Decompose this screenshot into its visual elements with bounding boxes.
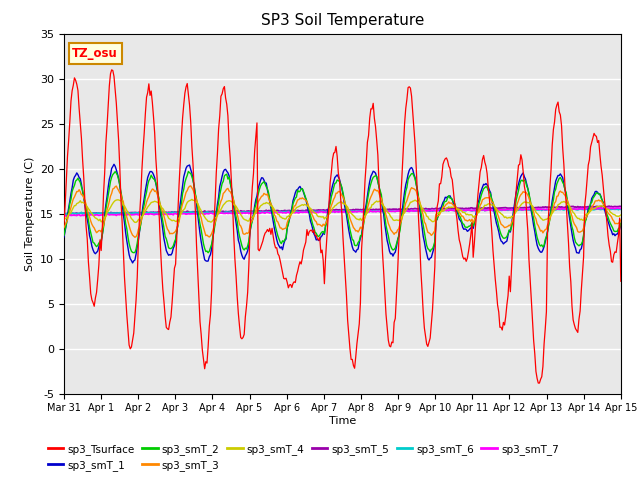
Line: sp3_smT_3: sp3_smT_3 [64, 186, 621, 237]
sp3_smT_4 [568, 207, 576, 213]
sp3_Tsurface [568, 303, 576, 309]
sp3_smT_4 [60, 217, 68, 223]
sp3_smT_4 [472, 213, 479, 219]
sp3_smT_3 [401, 205, 408, 211]
sp3_smT_1 [236, 241, 243, 247]
Line: sp3_smT_5: sp3_smT_5 [64, 206, 621, 214]
sp3_smT_3 [568, 214, 576, 219]
sp3_smT_1 [568, 230, 576, 236]
sp3_smT_4 [401, 210, 408, 216]
sp3_smT_6 [617, 206, 625, 212]
sp3_smT_5 [399, 206, 407, 212]
sp3_smT_7 [234, 210, 242, 216]
sp3_smT_3 [374, 188, 381, 193]
sp3_smT_7 [567, 206, 575, 212]
sp3_smT_3 [187, 183, 195, 189]
sp3_smT_5 [373, 206, 381, 212]
sp3_smT_6 [234, 210, 242, 216]
sp3_smT_7 [614, 205, 621, 211]
sp3_smT_4 [298, 203, 305, 208]
sp3_smT_7 [296, 209, 304, 215]
sp3_smT_4 [617, 212, 625, 218]
sp3_smT_3 [236, 222, 243, 228]
sp3_smT_2 [401, 196, 408, 202]
sp3_Tsurface [234, 311, 242, 316]
sp3_smT_2 [568, 224, 576, 230]
Line: sp3_Tsurface: sp3_Tsurface [64, 70, 621, 383]
sp3_Tsurface [296, 259, 304, 264]
Line: sp3_smT_6: sp3_smT_6 [64, 209, 621, 214]
sp3_smT_1 [401, 189, 408, 195]
sp3_smT_6 [567, 206, 575, 212]
sp3_smT_5 [605, 204, 613, 209]
sp3_smT_7 [470, 208, 478, 214]
Text: TZ_osu: TZ_osu [72, 47, 118, 60]
sp3_smT_1 [129, 260, 136, 266]
sp3_smT_2 [617, 220, 625, 226]
sp3_smT_5 [296, 208, 304, 214]
sp3_smT_4 [188, 196, 196, 202]
sp3_Tsurface [373, 137, 381, 143]
sp3_smT_2 [60, 232, 68, 238]
sp3_smT_2 [204, 250, 212, 255]
Line: sp3_smT_2: sp3_smT_2 [64, 171, 621, 252]
sp3_smT_1 [472, 214, 479, 219]
sp3_Tsurface [399, 144, 407, 150]
sp3_smT_4 [236, 209, 243, 215]
sp3_smT_2 [374, 179, 381, 185]
Title: SP3 Soil Temperature: SP3 Soil Temperature [260, 13, 424, 28]
sp3_smT_6 [399, 208, 407, 214]
sp3_smT_7 [60, 213, 68, 218]
sp3_Tsurface [108, 67, 115, 73]
sp3_smT_5 [234, 209, 242, 215]
sp3_smT_5 [60, 211, 68, 216]
sp3_smT_6 [60, 211, 68, 217]
X-axis label: Time: Time [329, 416, 356, 426]
sp3_smT_7 [373, 209, 381, 215]
sp3_smT_6 [65, 211, 72, 217]
sp3_smT_6 [373, 208, 381, 214]
sp3_smT_1 [110, 161, 118, 167]
sp3_smT_3 [298, 196, 305, 202]
sp3_Tsurface [617, 278, 625, 284]
sp3_smT_4 [131, 219, 139, 225]
sp3_Tsurface [470, 240, 478, 246]
sp3_smT_2 [236, 233, 243, 239]
sp3_smT_6 [470, 207, 478, 213]
Line: sp3_smT_4: sp3_smT_4 [64, 199, 621, 222]
sp3_smT_3 [60, 225, 68, 230]
Y-axis label: Soil Temperature (C): Soil Temperature (C) [24, 156, 35, 271]
Legend: sp3_Tsurface, sp3_smT_1, sp3_smT_2, sp3_smT_3, sp3_smT_4, sp3_smT_5, sp3_smT_6, : sp3_Tsurface, sp3_smT_1, sp3_smT_2, sp3_… [44, 439, 563, 475]
sp3_smT_5 [470, 205, 478, 211]
sp3_smT_1 [60, 234, 68, 240]
sp3_smT_3 [472, 215, 479, 221]
sp3_smT_5 [67, 211, 75, 217]
sp3_smT_7 [617, 205, 625, 211]
sp3_Tsurface [536, 380, 543, 386]
sp3_smT_1 [617, 221, 625, 227]
sp3_smT_6 [603, 206, 611, 212]
sp3_Tsurface [60, 222, 68, 228]
sp3_smT_3 [131, 234, 139, 240]
sp3_smT_3 [617, 217, 625, 223]
sp3_smT_1 [374, 178, 381, 184]
sp3_smT_5 [617, 204, 625, 209]
sp3_smT_6 [296, 209, 304, 215]
sp3_smT_7 [63, 213, 70, 219]
sp3_smT_2 [184, 168, 192, 174]
sp3_smT_4 [374, 199, 381, 205]
sp3_smT_2 [472, 216, 479, 221]
sp3_smT_7 [399, 208, 407, 214]
sp3_smT_2 [298, 186, 305, 192]
Line: sp3_smT_1: sp3_smT_1 [64, 164, 621, 263]
Line: sp3_smT_7: sp3_smT_7 [64, 208, 621, 216]
sp3_smT_5 [567, 204, 575, 209]
sp3_smT_1 [298, 186, 305, 192]
